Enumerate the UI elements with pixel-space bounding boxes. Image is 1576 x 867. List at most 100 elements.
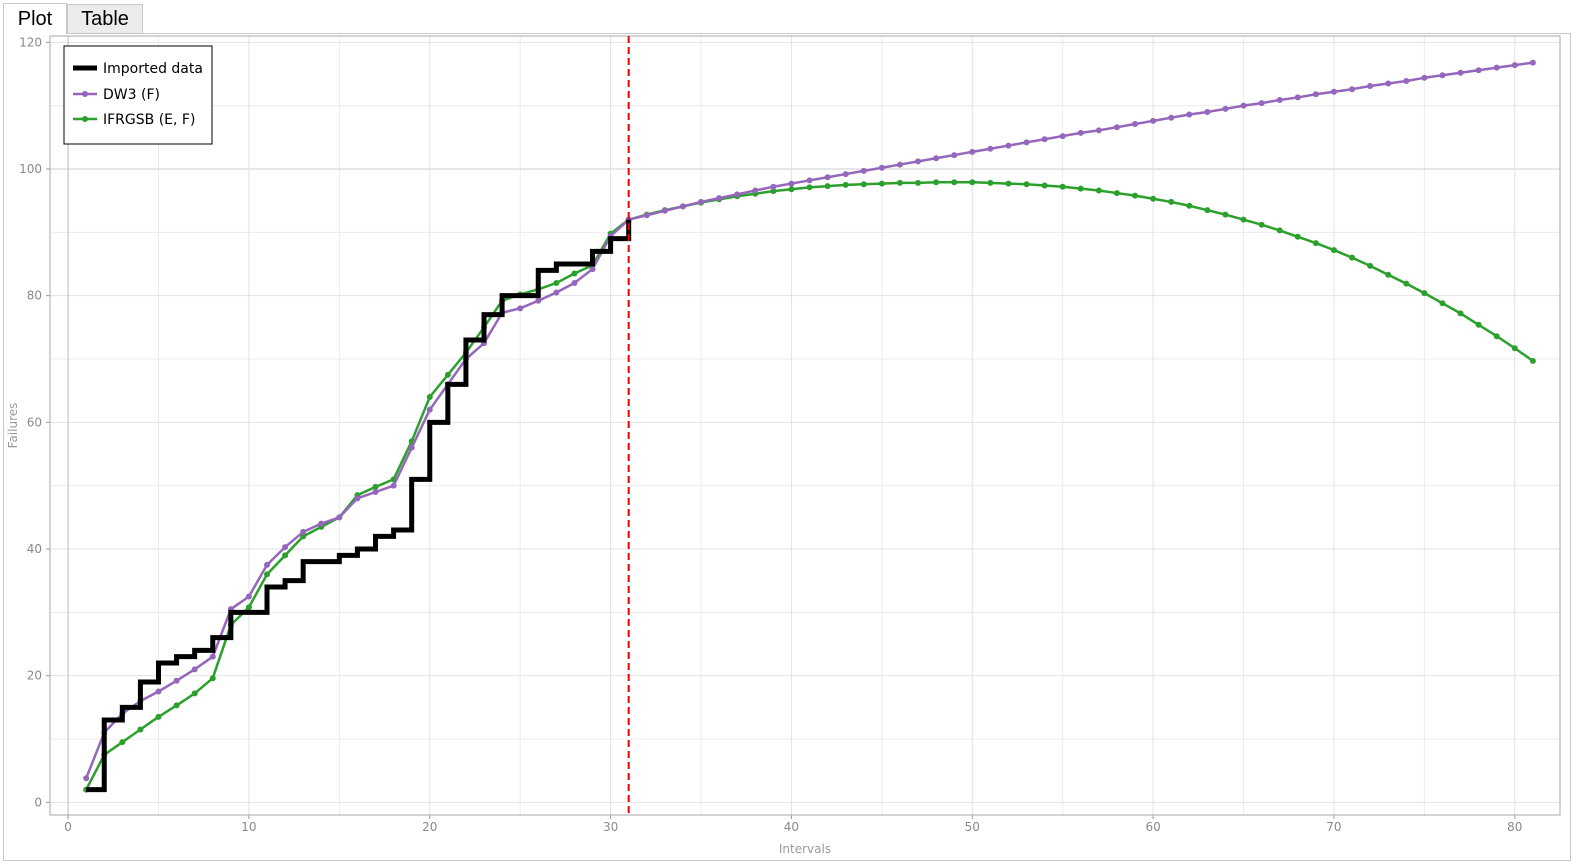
point-dw3-f — [282, 544, 289, 551]
point-dw3-f — [915, 158, 922, 165]
x-tick-label: 70 — [1326, 820, 1341, 834]
point-dw3-f — [318, 520, 325, 527]
point-ifrgsb-e-f — [1059, 183, 1066, 190]
point-dw3-f — [878, 164, 885, 171]
point-dw3-f — [336, 514, 343, 521]
point-dw3-f — [589, 266, 596, 273]
point-dw3-f — [245, 593, 252, 600]
tab-table[interactable]: Table — [67, 4, 143, 34]
point-dw3-f — [1457, 69, 1464, 76]
point-ifrgsb-e-f — [372, 483, 379, 490]
y-tick-label: 40 — [27, 542, 42, 556]
point-dw3-f — [390, 482, 397, 489]
point-dw3-f — [1132, 121, 1139, 128]
point-dw3-f — [553, 289, 560, 296]
point-ifrgsb-e-f — [915, 179, 922, 186]
point-dw3-f — [1059, 133, 1066, 140]
point-dw3-f — [806, 177, 813, 184]
x-tick-label: 30 — [603, 820, 618, 834]
point-ifrgsb-e-f — [933, 179, 940, 186]
y-tick-label: 80 — [27, 289, 42, 303]
point-ifrgsb-e-f — [155, 713, 162, 720]
x-tick-label: 20 — [422, 820, 437, 834]
point-dw3-f — [1421, 74, 1428, 81]
point-ifrgsb-e-f — [788, 186, 795, 193]
point-ifrgsb-e-f — [1457, 310, 1464, 317]
point-ifrgsb-e-f — [1330, 247, 1337, 254]
point-dw3-f — [83, 775, 90, 782]
point-ifrgsb-e-f — [1475, 321, 1482, 328]
point-ifrgsb-e-f — [806, 184, 813, 191]
point-dw3-f — [1041, 136, 1048, 143]
tab-bar: Plot Table — [0, 0, 1576, 34]
point-dw3-f — [1204, 109, 1211, 115]
point-dw3-f — [408, 444, 415, 451]
point-dw3-f — [1475, 67, 1482, 74]
point-ifrgsb-e-f — [1186, 202, 1193, 209]
point-dw3-f — [896, 161, 903, 168]
series-dw3-f — [83, 59, 1536, 782]
legend-label-imported-data: Imported data — [103, 61, 203, 77]
point-dw3-f — [734, 191, 741, 198]
point-dw3-f — [1240, 102, 1247, 109]
x-tick-label: 40 — [784, 820, 799, 834]
point-dw3-f — [824, 174, 831, 181]
y-tick-label: 60 — [27, 415, 42, 429]
point-dw3-f — [571, 280, 578, 286]
point-dw3-f — [1403, 77, 1410, 84]
series-imported-data — [86, 219, 632, 793]
point-dw3-f — [1385, 80, 1392, 87]
point-dw3-f — [679, 203, 686, 210]
point-dw3-f — [354, 495, 361, 502]
point-ifrgsb-e-f — [1168, 198, 1175, 205]
point-ifrgsb-e-f — [1077, 185, 1084, 192]
point-ifrgsb-e-f — [1294, 233, 1301, 240]
point-dw3-f — [987, 145, 994, 152]
point-ifrgsb-e-f — [173, 702, 180, 709]
point-ifrgsb-e-f — [824, 183, 831, 190]
point-ifrgsb-e-f — [842, 181, 849, 188]
point-ifrgsb-e-f — [1041, 182, 1048, 189]
point-ifrgsb-e-f — [1421, 290, 1428, 297]
point-dw3-f — [1529, 59, 1536, 66]
point-dw3-f — [770, 183, 777, 190]
point-dw3-f — [643, 212, 650, 219]
plot-panel — [3, 33, 1571, 861]
point-dw3-f — [1330, 88, 1337, 95]
point-dw3-f — [372, 489, 379, 495]
point-dw3-f — [1276, 96, 1283, 103]
point-ifrgsb-e-f — [1385, 271, 1392, 278]
point-ifrgsb-e-f — [1113, 190, 1120, 197]
point-dw3-f — [1150, 117, 1157, 124]
point-dw3-f — [1023, 139, 1030, 146]
legend-marker-ifrgsb — [82, 116, 88, 122]
legend: Imported data DW3 (F) IFRGSB (E, F) — [63, 45, 213, 145]
point-ifrgsb-e-f — [1439, 300, 1446, 307]
point-dw3-f — [517, 305, 524, 312]
point-ifrgsb-e-f — [1312, 240, 1319, 247]
point-dw3-f — [1077, 129, 1084, 136]
point-ifrgsb-e-f — [1276, 227, 1283, 234]
point-ifrgsb-e-f — [878, 180, 885, 187]
point-ifrgsb-e-f — [1403, 280, 1410, 287]
grid-lines — [50, 36, 1560, 815]
point-dw3-f — [1095, 127, 1102, 134]
x-tick-label: 10 — [241, 820, 256, 834]
point-dw3-f — [661, 207, 668, 214]
point-ifrgsb-e-f — [300, 533, 307, 540]
line-dw3-f — [85, 61, 1534, 779]
point-dw3-f — [1439, 72, 1446, 79]
point-dw3-f — [842, 171, 849, 178]
point-dw3-f — [1005, 142, 1012, 149]
point-dw3-f — [1186, 111, 1193, 118]
point-dw3-f — [300, 528, 307, 535]
step-line-imported-data — [86, 219, 632, 793]
tab-plot[interactable]: Plot — [3, 3, 67, 34]
point-ifrgsb-e-f — [896, 179, 903, 186]
point-dw3-f — [173, 677, 180, 684]
point-ifrgsb-e-f — [1095, 187, 1102, 194]
legend-label-dw3: DW3 (F) — [103, 87, 160, 103]
point-dw3-f — [969, 148, 976, 155]
point-ifrgsb-e-f — [1511, 345, 1518, 352]
point-dw3-f — [1222, 105, 1229, 112]
